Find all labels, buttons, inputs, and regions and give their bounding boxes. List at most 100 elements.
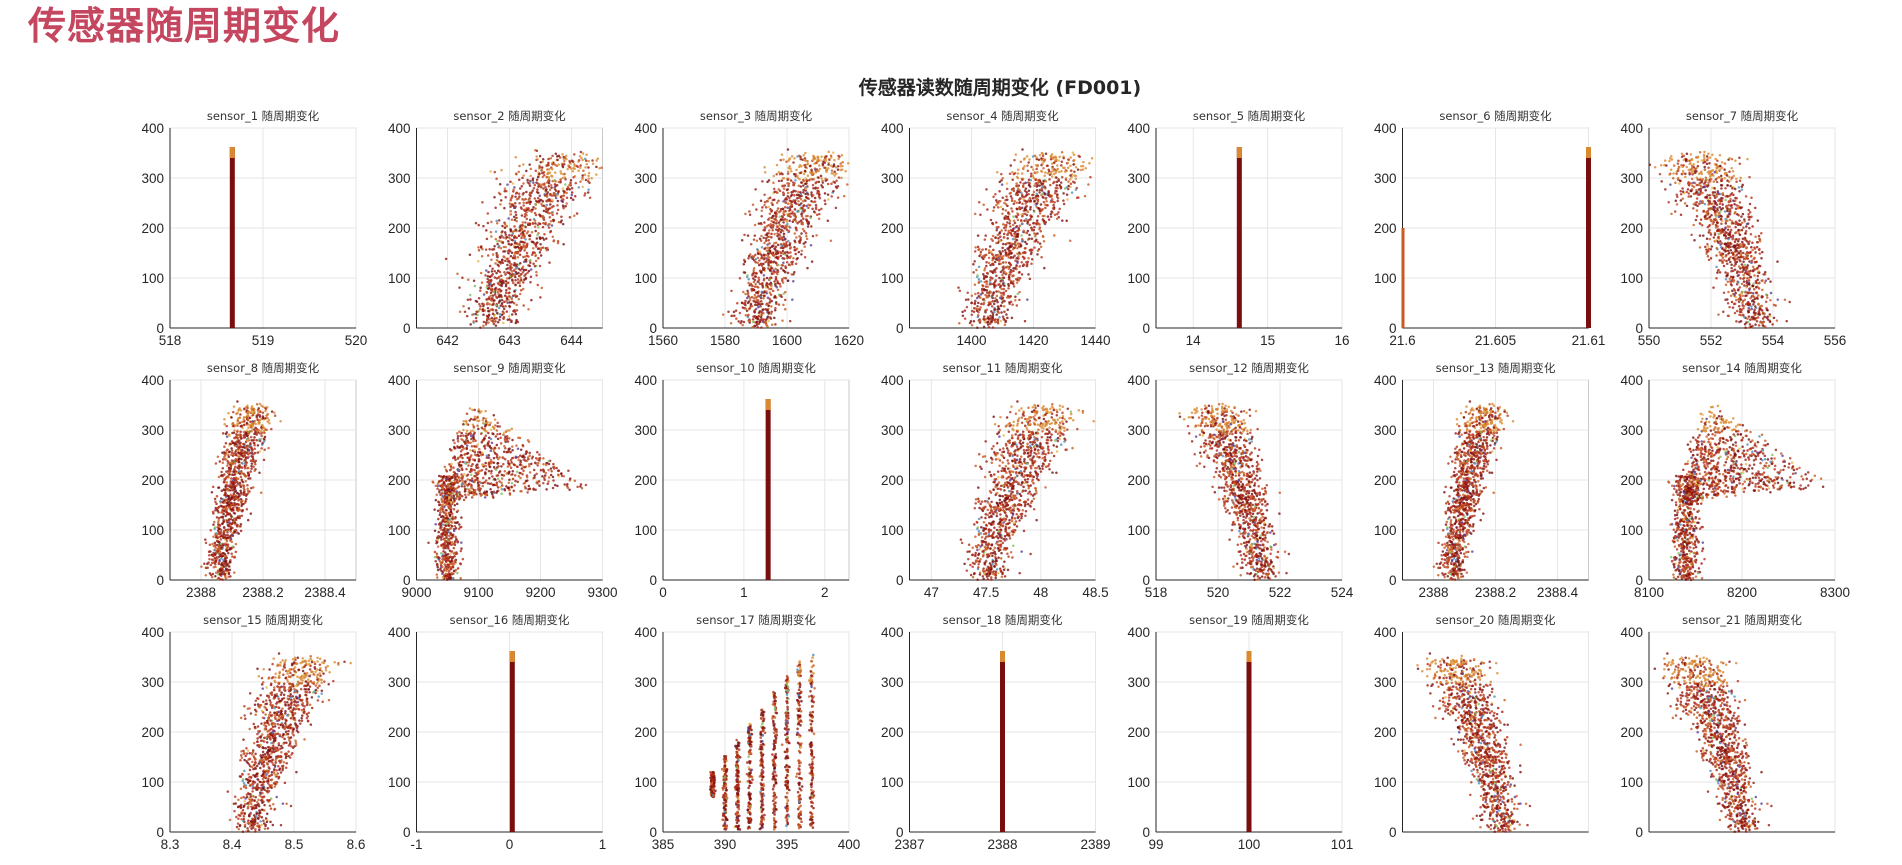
data-point bbox=[1015, 182, 1018, 185]
data-point bbox=[509, 255, 513, 258]
data-point bbox=[1005, 296, 1009, 299]
data-point bbox=[1683, 202, 1687, 205]
data-point bbox=[1648, 163, 1652, 167]
data-point bbox=[1744, 271, 1747, 275]
data-point bbox=[830, 169, 834, 172]
data-point bbox=[250, 486, 253, 490]
data-point bbox=[534, 259, 538, 263]
data-point bbox=[510, 313, 514, 316]
data-point bbox=[769, 312, 773, 316]
data-point bbox=[540, 202, 543, 206]
data-point bbox=[1746, 264, 1749, 267]
data-point bbox=[805, 237, 809, 241]
data-point bbox=[1746, 309, 1750, 312]
data-point bbox=[1735, 180, 1738, 183]
data-point bbox=[1672, 164, 1676, 167]
data-point bbox=[496, 263, 500, 266]
data-point bbox=[782, 252, 785, 255]
data-point bbox=[802, 217, 805, 221]
data-point bbox=[504, 304, 507, 308]
data-point bbox=[1051, 157, 1054, 160]
data-point bbox=[200, 565, 203, 568]
data-point bbox=[1738, 156, 1741, 159]
data-point bbox=[1040, 170, 1044, 173]
data-point bbox=[801, 227, 805, 231]
data-point bbox=[1749, 233, 1753, 236]
data-point bbox=[1726, 228, 1730, 231]
data-point bbox=[1766, 318, 1770, 321]
data-point bbox=[1044, 171, 1047, 174]
data-point bbox=[989, 276, 992, 279]
data-point bbox=[1027, 189, 1031, 193]
data-point bbox=[1714, 239, 1717, 243]
data-point bbox=[1062, 156, 1065, 160]
data-point bbox=[978, 254, 981, 258]
data-point bbox=[246, 518, 250, 522]
data-point bbox=[998, 190, 1001, 193]
data-point bbox=[1016, 246, 1019, 250]
data-point bbox=[839, 162, 842, 165]
data-point bbox=[507, 286, 510, 290]
data-point bbox=[564, 205, 567, 208]
data-point bbox=[783, 298, 787, 302]
data-point bbox=[577, 158, 581, 162]
x-tick-label: 16 bbox=[1334, 333, 1349, 348]
data-point bbox=[1713, 231, 1717, 235]
y-tick-label: 200 bbox=[881, 221, 904, 236]
data-point bbox=[517, 234, 521, 238]
data-point bbox=[799, 198, 803, 201]
data-point bbox=[505, 288, 508, 292]
data-point bbox=[757, 222, 761, 225]
data-point bbox=[1718, 251, 1721, 254]
data-point bbox=[771, 203, 774, 206]
data-point bbox=[993, 260, 997, 264]
data-point bbox=[1003, 248, 1007, 252]
data-point bbox=[824, 177, 827, 180]
data-point bbox=[504, 284, 508, 288]
data-point bbox=[579, 180, 582, 183]
data-point bbox=[1060, 169, 1063, 173]
data-point bbox=[1034, 239, 1038, 243]
data-point bbox=[782, 221, 785, 224]
data-point bbox=[755, 208, 758, 211]
data-point bbox=[1707, 166, 1710, 170]
data-point bbox=[539, 296, 542, 299]
data-point bbox=[1709, 231, 1712, 235]
data-point bbox=[1726, 209, 1729, 213]
data-point bbox=[738, 311, 742, 315]
data-point bbox=[1011, 170, 1014, 174]
data-point bbox=[1744, 195, 1748, 198]
data-point bbox=[806, 266, 809, 270]
data-point bbox=[1721, 192, 1725, 195]
data-point bbox=[1007, 275, 1011, 279]
data-point bbox=[1740, 263, 1744, 266]
data-point bbox=[812, 158, 815, 162]
data-point bbox=[503, 190, 506, 193]
data-point bbox=[1703, 168, 1707, 172]
y-tick-label: 0 bbox=[1389, 321, 1397, 336]
data-point bbox=[497, 292, 500, 295]
data-point bbox=[1723, 232, 1727, 235]
data-point bbox=[781, 172, 784, 176]
data-point bbox=[756, 280, 760, 284]
data-point bbox=[1021, 251, 1025, 255]
x-tick-label: 556 bbox=[1824, 333, 1847, 348]
data-point bbox=[779, 158, 782, 162]
data-point bbox=[1738, 179, 1742, 182]
data-point bbox=[1072, 163, 1075, 166]
data-point bbox=[583, 192, 587, 195]
data-point bbox=[1716, 236, 1720, 239]
data-point bbox=[506, 183, 509, 186]
data-point bbox=[505, 277, 509, 280]
data-point bbox=[488, 317, 491, 321]
data-point bbox=[479, 286, 482, 290]
data-point bbox=[771, 289, 775, 293]
data-point bbox=[486, 284, 489, 288]
data-point bbox=[1710, 245, 1714, 248]
data-point bbox=[528, 163, 531, 166]
data-point bbox=[772, 269, 776, 272]
data-point bbox=[1016, 232, 1020, 236]
data-point bbox=[1009, 255, 1013, 259]
data-point bbox=[774, 275, 778, 279]
data-point bbox=[787, 159, 790, 163]
